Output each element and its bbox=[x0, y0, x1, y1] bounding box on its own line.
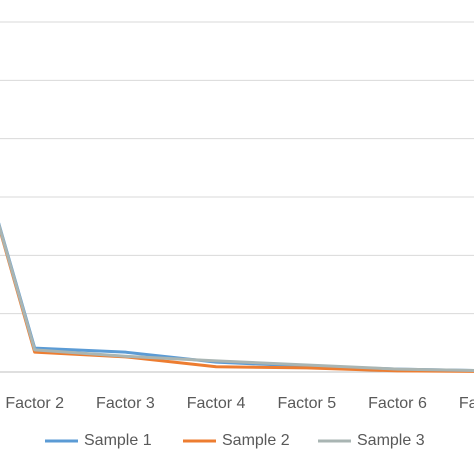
series-line bbox=[0, 224, 474, 373]
legend-label: Sample 3 bbox=[357, 432, 425, 449]
series-line bbox=[0, 222, 474, 373]
x-tick-label: Factor 5 bbox=[277, 395, 336, 412]
x-tick-label: Factor 7 bbox=[459, 395, 474, 412]
x-tick-label: Factor 6 bbox=[368, 395, 427, 412]
x-tick-label: Factor 4 bbox=[187, 395, 246, 412]
series-line bbox=[0, 223, 474, 373]
x-tick-label: Factor 3 bbox=[96, 395, 155, 412]
legend-label: Sample 2 bbox=[222, 432, 290, 449]
legend-label: Sample 1 bbox=[84, 432, 152, 449]
x-tick-label: Factor 2 bbox=[5, 395, 64, 412]
